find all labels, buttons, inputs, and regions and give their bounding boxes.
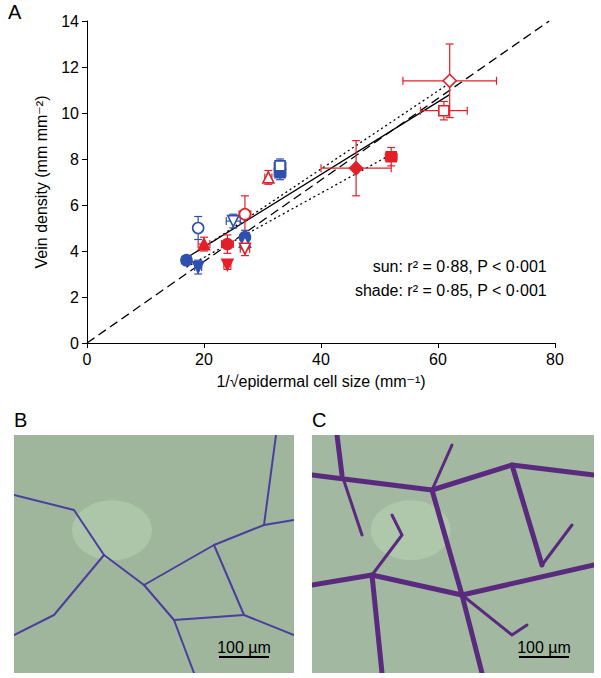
svg-text:6: 6 [70,197,79,214]
svg-text:sun: r² = 0·88, P < 0·001: sun: r² = 0·88, P < 0·001 [373,258,547,275]
svg-text:1/√epidermal cell size (mm⁻¹): 1/√epidermal cell size (mm⁻¹) [216,373,425,390]
svg-text:100 µm: 100 µm [517,639,571,656]
svg-text:C: C [312,409,326,431]
svg-text:12: 12 [61,59,79,76]
svg-text:B: B [14,409,27,431]
svg-text:Vein density (mm mm⁻²): Vein density (mm mm⁻²) [33,96,50,269]
svg-text:8: 8 [70,151,79,168]
svg-text:14: 14 [61,13,79,30]
svg-text:shade: r² = 0·85, P < 0·001: shade: r² = 0·85, P < 0·001 [355,282,547,299]
svg-text:100 µm: 100 µm [217,639,271,656]
svg-text:0: 0 [83,351,92,368]
svg-text:40: 40 [312,351,330,368]
svg-text:80: 80 [546,351,564,368]
svg-text:2: 2 [70,289,79,306]
svg-text:A: A [8,1,22,23]
svg-text:20: 20 [195,351,213,368]
svg-text:10: 10 [61,105,79,122]
svg-text:60: 60 [429,351,447,368]
svg-text:0: 0 [70,335,79,352]
svg-text:4: 4 [70,243,79,260]
